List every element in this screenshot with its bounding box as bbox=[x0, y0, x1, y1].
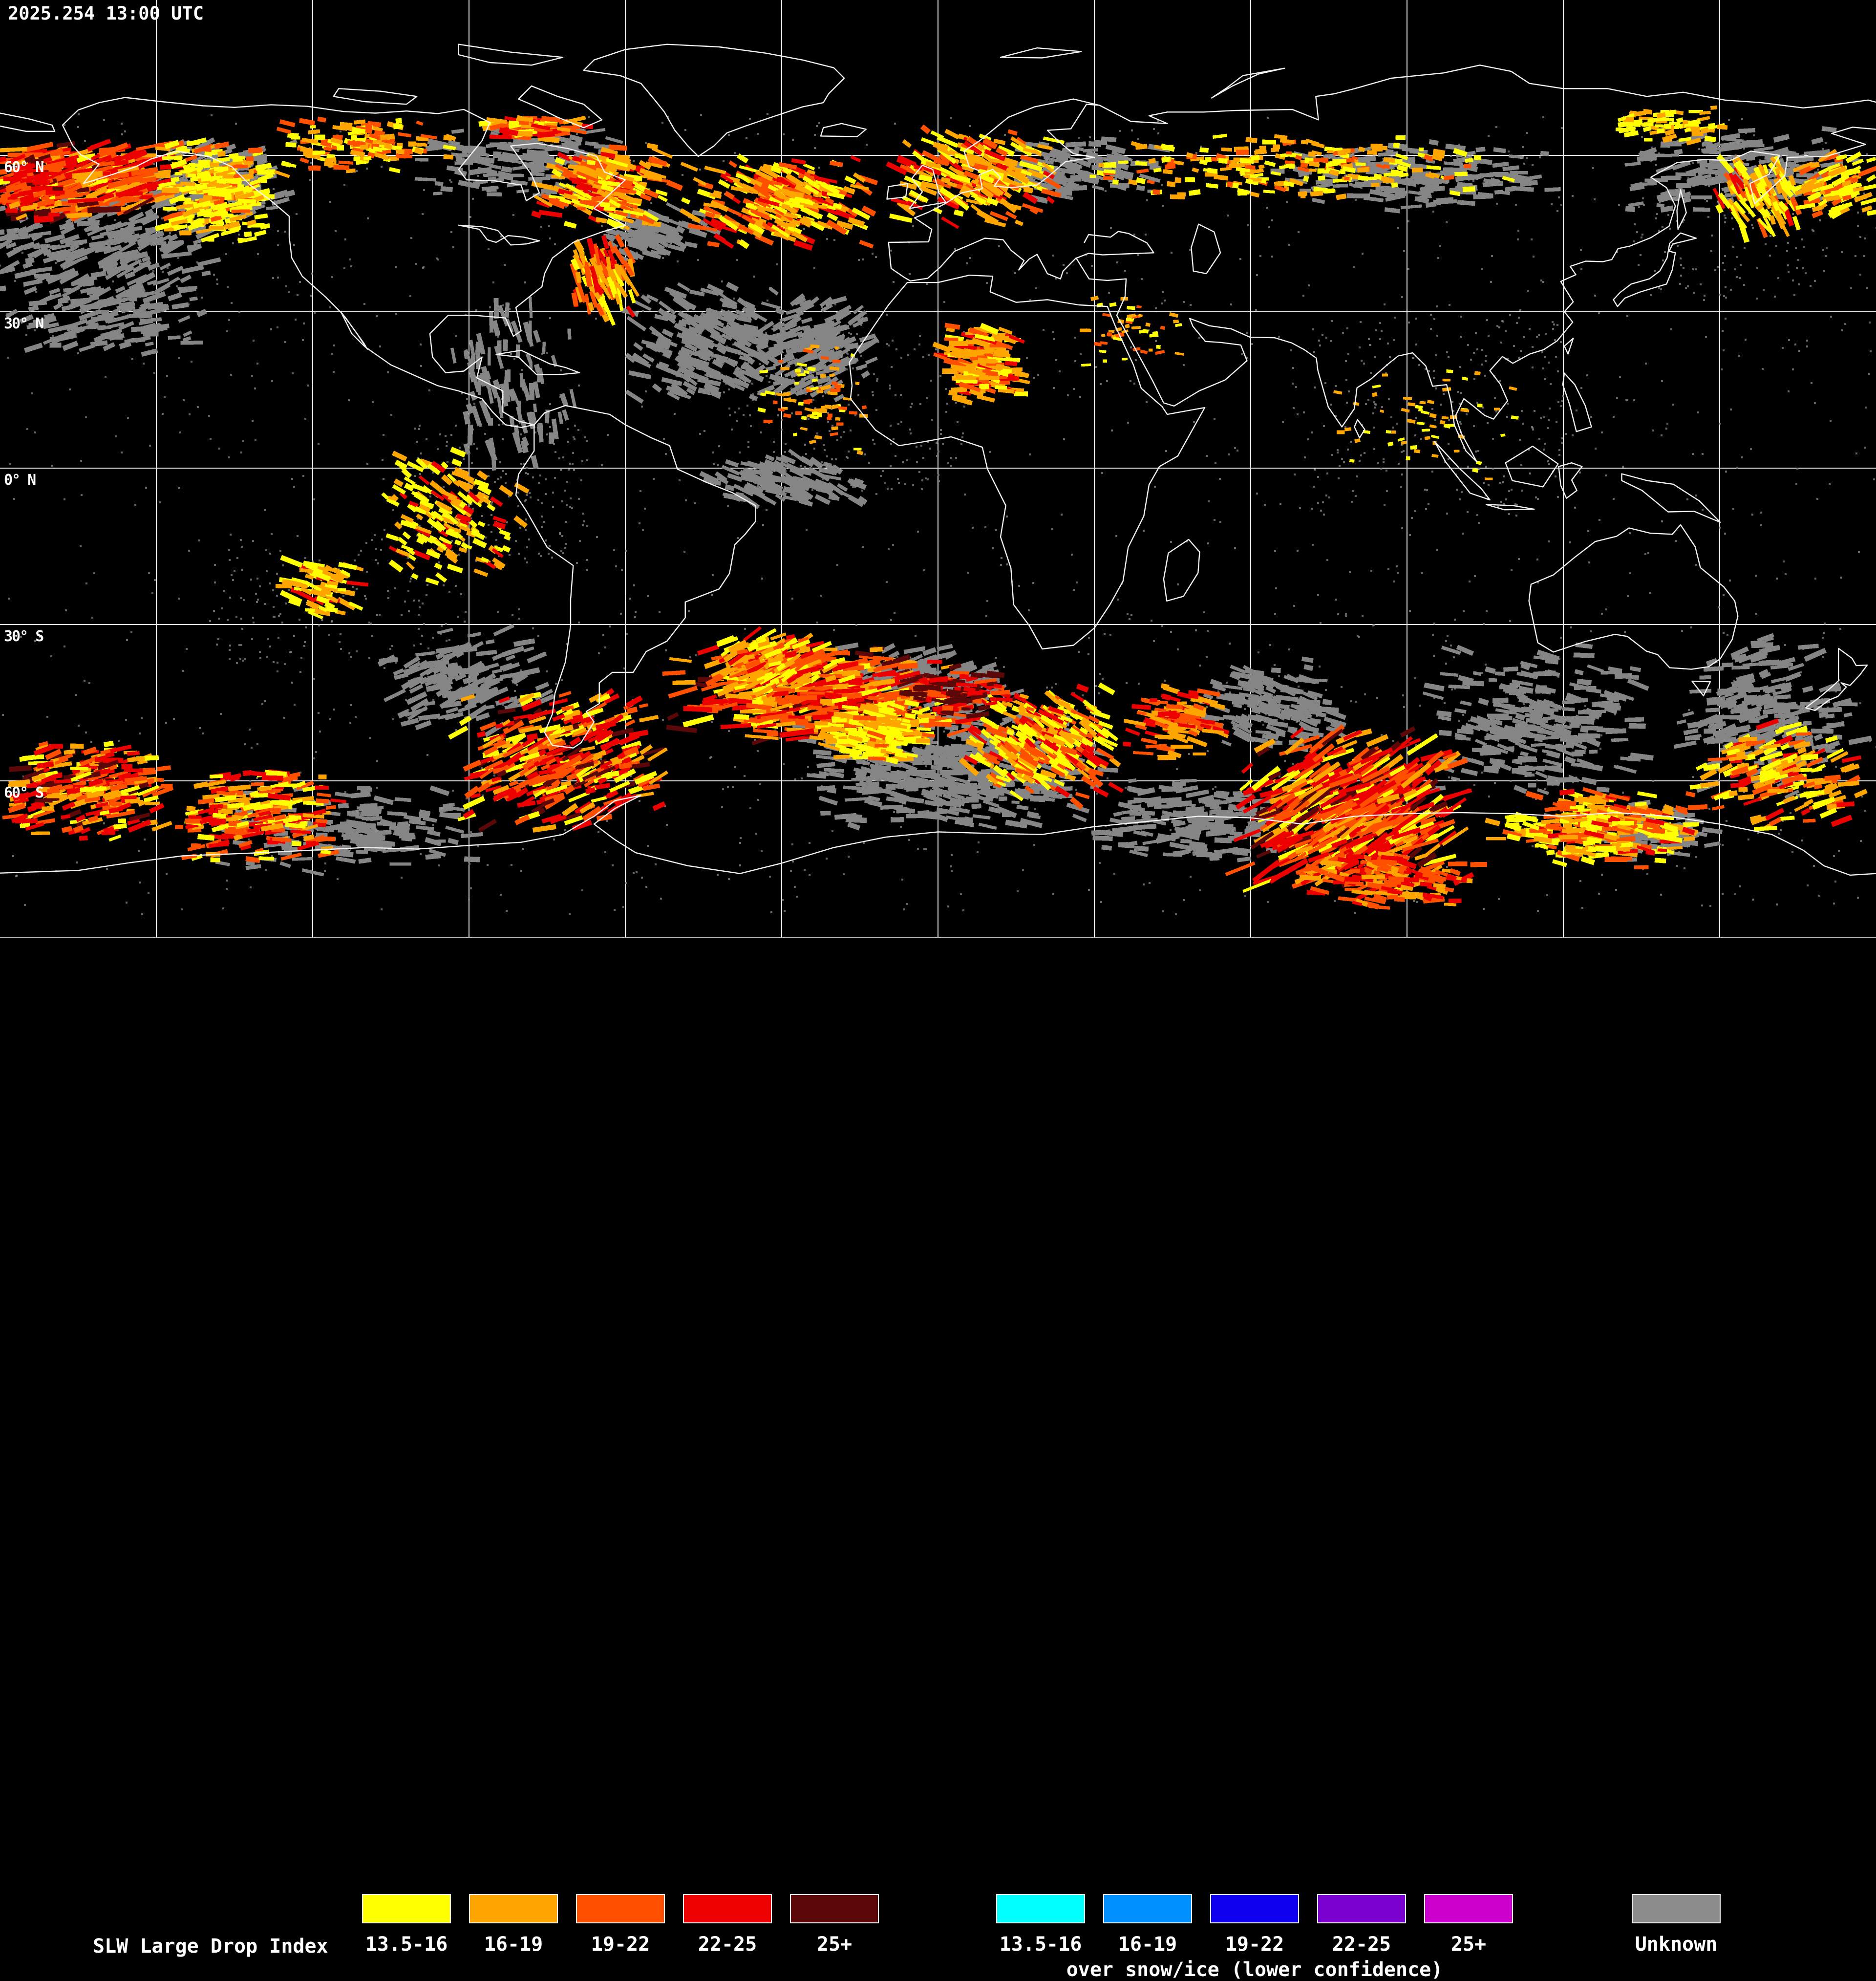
legend-group-snow-ice: 13.5-16 16-19 19-22 22-25 25+ bbox=[996, 1894, 1513, 1956]
latitude-label: 30° S bbox=[4, 628, 43, 645]
timestamp: 2025.254 13:00 UTC bbox=[8, 3, 204, 24]
legend-group-unknown: Unknown bbox=[1632, 1894, 1721, 1956]
legend-group-slw: 13.5-16 16-19 19-22 22-25 25+ bbox=[362, 1894, 879, 1956]
legend-swatch bbox=[790, 1894, 879, 1923]
legend-item-slw: 16-19 bbox=[469, 1894, 558, 1956]
legend-swatch-label: 25+ bbox=[817, 1933, 852, 1956]
latitude-label: 60° S bbox=[4, 784, 43, 801]
legend-item-snow-ice: 25+ bbox=[1424, 1894, 1513, 1956]
legend-swatch bbox=[576, 1894, 665, 1923]
legend-item-slw: 19-22 bbox=[576, 1894, 665, 1956]
legend-swatch-label: 16-19 bbox=[1118, 1933, 1177, 1956]
legend-item-snow-ice: 22-25 bbox=[1317, 1894, 1406, 1956]
legend-swatch-label: 19-22 bbox=[591, 1933, 650, 1956]
legend-swatch-label: 19-22 bbox=[1225, 1933, 1284, 1956]
screen: 60° N 30° N 0° N 30° S 60° S 2025.254 13:00 … bbox=[0, 0, 1876, 1055]
legend-item-snow-ice: 16-19 bbox=[1103, 1894, 1192, 1956]
legend-item-snow-ice: 19-22 bbox=[1210, 1894, 1299, 1956]
legend-swatch bbox=[362, 1894, 451, 1923]
legend-swatch-label: 22-25 bbox=[1332, 1933, 1391, 1956]
legend-swatch-label: 22-25 bbox=[698, 1933, 757, 1956]
latitude-label: 60° N bbox=[4, 159, 43, 176]
legend-swatch-label: 25+ bbox=[1451, 1933, 1486, 1956]
legend-swatch bbox=[1103, 1894, 1192, 1923]
legend-item-snow-ice: 13.5-16 bbox=[996, 1894, 1085, 1956]
legend-item-unknown: Unknown bbox=[1632, 1894, 1721, 1956]
legend-swatch bbox=[469, 1894, 558, 1923]
legend-swatch-label: 13.5-16 bbox=[365, 1933, 448, 1956]
legend-swatch bbox=[1317, 1894, 1406, 1923]
legend-swatch bbox=[1632, 1894, 1721, 1923]
legend-swatch bbox=[1424, 1894, 1513, 1923]
legend-swatch-label: Unknown bbox=[1635, 1933, 1718, 1956]
legend-item-slw: 25+ bbox=[790, 1894, 879, 1956]
latitude-label: 30° N bbox=[4, 315, 43, 332]
legend-item-slw: 22-25 bbox=[683, 1894, 772, 1956]
legend-swatch bbox=[1210, 1894, 1299, 1923]
world-map: 60° N 30° N 0° N 30° S 60° S bbox=[0, 0, 1876, 939]
legend-title: SLW Large Drop Index bbox=[93, 1935, 328, 1958]
legend-swatch bbox=[996, 1894, 1085, 1923]
latitude-label: 0° N bbox=[4, 472, 36, 489]
legend-swatch-label: 13.5-16 bbox=[1000, 1933, 1082, 1956]
legend-caption-snow-ice: over snow/ice (lower confidence) bbox=[996, 1959, 1513, 1981]
legend-swatch bbox=[683, 1894, 772, 1923]
legend-swatch-label: 16-19 bbox=[484, 1933, 543, 1956]
legend-item-slw: 13.5-16 bbox=[362, 1894, 451, 1956]
